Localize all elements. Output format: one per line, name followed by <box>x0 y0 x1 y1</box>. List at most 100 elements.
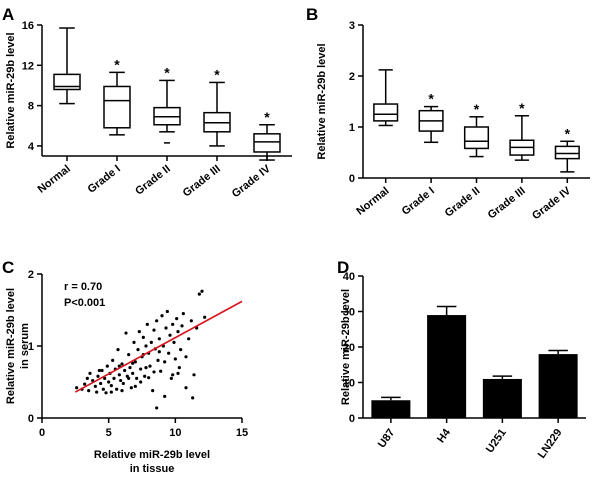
box <box>103 85 131 129</box>
y-axis-label-line2: in serum <box>19 323 31 369</box>
scatter-point <box>147 376 151 380</box>
scatter-point <box>127 376 131 380</box>
regression-line <box>74 300 243 393</box>
y-tick-label: 10 <box>343 378 355 390</box>
scatter-point <box>135 376 139 380</box>
scatter-point <box>109 390 113 394</box>
scatter-point <box>129 386 133 390</box>
significance-star: * <box>428 91 434 107</box>
y-tick-label: 0 <box>349 413 355 425</box>
scatter-point <box>156 358 160 362</box>
panel-letter-B: B <box>306 5 318 24</box>
category-label: Grade III <box>486 185 528 222</box>
panel-D: D 0 10 20 30 40 U87 H4 U251 LN229 Relative miR-29b… <box>337 258 586 461</box>
scatter-point <box>164 326 168 330</box>
scatter-point <box>167 351 171 355</box>
y-tick-label: 16 <box>22 20 34 32</box>
scatter-point <box>197 292 201 296</box>
scatter-point <box>152 328 156 332</box>
scatter-point <box>96 374 100 378</box>
scatter-point <box>157 350 161 354</box>
y-tick-label: 12 <box>22 60 34 72</box>
scatter-point <box>99 381 103 386</box>
x-tick-label: 15 <box>236 427 248 439</box>
scatter-point <box>103 376 107 380</box>
scatter-point <box>131 371 135 375</box>
scatter-point <box>95 390 99 394</box>
scatter-point <box>139 380 143 384</box>
category-label: U251 <box>484 427 509 455</box>
scatter-point <box>163 360 167 364</box>
scatter-point <box>165 309 169 314</box>
scatter-point <box>132 340 136 344</box>
scatter-point <box>83 382 87 386</box>
scatter-point <box>152 370 156 374</box>
scatter-point <box>192 373 196 377</box>
y-axis-label: Relative miR-29b level <box>5 32 17 148</box>
scatter-point <box>172 340 176 344</box>
x-tick-label: 5 <box>106 427 112 439</box>
scatter-point <box>160 314 164 318</box>
x-axis-label-line2: in tissue <box>130 463 175 475</box>
y-tick-label: 0 <box>349 173 355 185</box>
scatter-point <box>117 373 121 377</box>
category-label: U87 <box>376 427 397 450</box>
scatter-point <box>151 389 155 393</box>
scatter-point <box>120 362 124 366</box>
category-label: Normal <box>354 185 391 218</box>
scatter-point <box>173 357 177 361</box>
scatter-point <box>105 364 109 368</box>
scatter-point <box>93 384 97 388</box>
scatter-point <box>200 289 204 293</box>
y-tick-label: 30 <box>343 307 355 319</box>
scatter-point <box>155 406 159 410</box>
y-tick-label: 1 <box>28 341 34 353</box>
scatter-point <box>171 322 175 326</box>
category-label: Grade I <box>400 185 437 218</box>
scatter-point <box>133 384 137 388</box>
scatter-point <box>101 387 105 391</box>
x-axis-label-line1: Relative miR-29b level <box>94 449 210 461</box>
scatter-point <box>109 384 113 388</box>
scatter-point <box>149 340 153 344</box>
category-label: Grade III <box>181 163 223 200</box>
scatter-point <box>171 373 175 377</box>
scatter-point <box>111 358 115 362</box>
scatter-point <box>144 344 148 348</box>
bar <box>371 400 411 418</box>
scatter-point <box>139 367 143 371</box>
annotation-r: r = 0.70 <box>64 281 102 293</box>
scatter-point <box>180 324 184 328</box>
panel-letter-D: D <box>337 258 349 277</box>
scatter-point <box>133 360 137 364</box>
scatter-point <box>131 361 135 365</box>
scatter-point <box>127 353 131 357</box>
scatter-point <box>136 348 140 352</box>
scatter-point <box>119 378 123 383</box>
category-label: Grade IV <box>530 185 574 223</box>
y-tick-label: 4 <box>28 141 35 153</box>
bar <box>538 354 578 418</box>
scatter-point <box>85 376 89 380</box>
scatter-point <box>169 376 173 380</box>
panel-letter-C: C <box>2 258 14 277</box>
significance-star: * <box>264 109 270 125</box>
significance-star: * <box>164 64 170 80</box>
y-tick-label: 40 <box>343 271 355 283</box>
y-axis-label: Relative miR-29b level <box>316 43 328 159</box>
significance-star: * <box>474 101 480 117</box>
y-axis-label: Relative miR-29b level <box>340 289 352 405</box>
scatter-point <box>97 368 101 373</box>
scatter-point <box>189 319 193 323</box>
scatter-point <box>141 335 145 339</box>
scatter-point <box>148 364 152 368</box>
category-label: LN229 <box>536 427 565 461</box>
scatter-point <box>137 330 141 334</box>
category-label: Grade I <box>86 163 123 196</box>
scatter-point <box>175 317 179 321</box>
panel-A: A 4 8 12 16 Normal * Grade I * Grade II * Grade III… <box>2 5 292 200</box>
scatter-point <box>163 394 167 398</box>
significance-star: * <box>565 125 571 141</box>
category-label: Grade II <box>443 185 483 220</box>
scatter-point <box>144 366 148 370</box>
